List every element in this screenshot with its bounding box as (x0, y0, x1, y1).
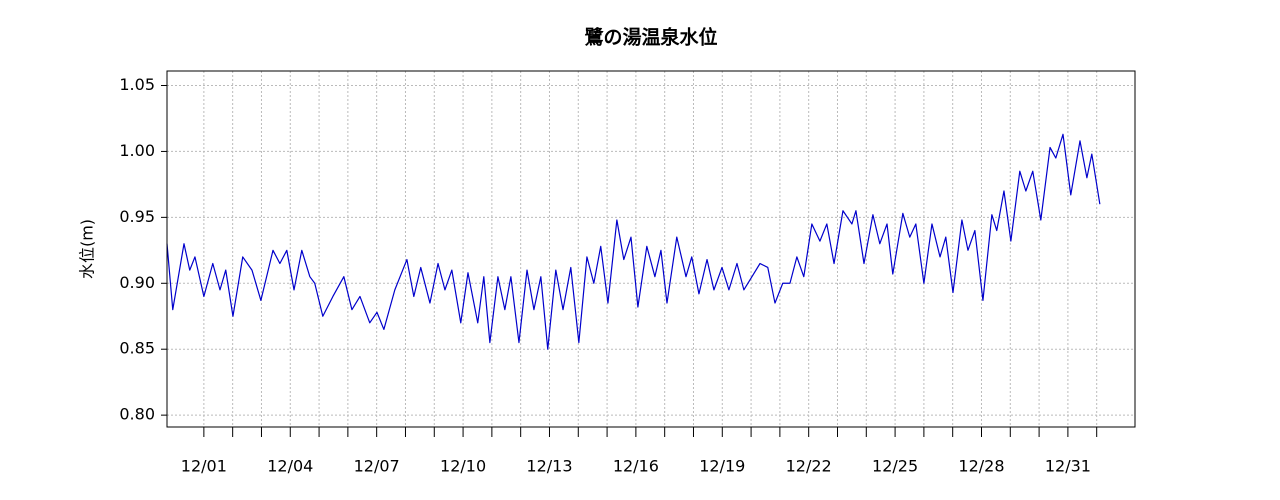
x-tick-label: 12/10 (440, 457, 486, 476)
x-tick-label: 12/22 (786, 457, 832, 476)
y-tick-label: 0.95 (119, 207, 155, 226)
y-tick-label: 1.00 (119, 141, 155, 160)
x-tick-label: 12/16 (613, 457, 659, 476)
y-tick-label: 0.90 (119, 273, 155, 292)
plot-frame (166, 70, 1136, 428)
data-line (166, 133, 1101, 350)
y-tick-label: 0.80 (119, 405, 155, 424)
x-tick-label: 12/07 (354, 457, 400, 476)
x-tick-label: 12/25 (872, 457, 918, 476)
y-axis-label: 水位(m) (78, 219, 97, 279)
chart-title: 鷺の湯温泉水位 (584, 26, 717, 49)
x-tick-label: 12/31 (1045, 457, 1091, 476)
x-tick-label: 12/13 (526, 457, 572, 476)
y-tick-label: 1.05 (119, 75, 155, 94)
y-tick-label: 0.85 (119, 339, 155, 358)
x-tick-label: 12/04 (267, 457, 313, 476)
x-tick-label: 12/19 (699, 457, 745, 476)
x-tick-label: 12/28 (958, 457, 1004, 476)
x-tick-label: 12/01 (181, 457, 227, 476)
